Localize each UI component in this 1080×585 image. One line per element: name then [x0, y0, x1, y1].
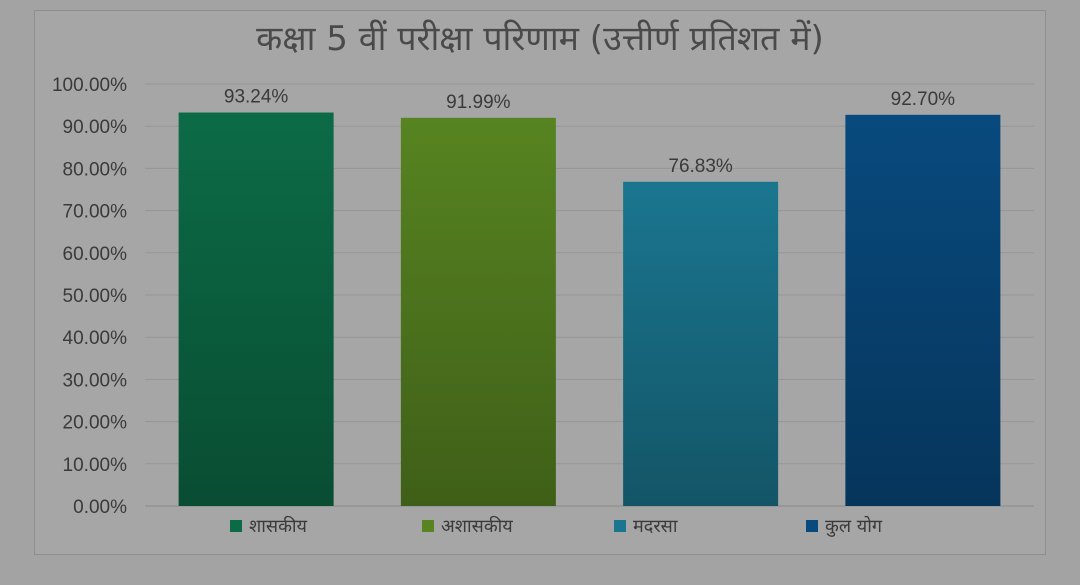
y-tick-label: 60.00%: [63, 244, 128, 265]
y-tick-label: 90.00%: [63, 117, 128, 138]
y-tick-label: 10.00%: [63, 455, 128, 476]
legend-swatch: [230, 520, 242, 532]
y-tick-label: 40.00%: [63, 328, 128, 349]
legend-label: मदरसा: [633, 516, 678, 537]
bar: [178, 112, 334, 507]
bar: [400, 117, 556, 507]
y-tick-label: 30.00%: [63, 370, 128, 391]
legend-swatch: [614, 520, 626, 532]
bar: [845, 114, 1001, 506]
y-tick-label: 100.00%: [52, 75, 127, 96]
data-label: 91.99%: [446, 92, 511, 113]
legend-swatch: [806, 520, 818, 532]
legend-label: अशासकीय: [441, 515, 513, 537]
legend-swatch: [422, 520, 434, 532]
legend-label: शासकीय: [249, 515, 308, 537]
y-tick-label: 50.00%: [63, 286, 128, 307]
bar: [623, 181, 779, 506]
y-tick-label: 20.00%: [63, 413, 128, 434]
data-label: 93.24%: [224, 87, 289, 108]
data-label: 76.83%: [668, 156, 733, 177]
data-label: 92.70%: [891, 89, 956, 110]
y-tick-label: 0.00%: [73, 497, 127, 518]
chart-title: कक्षा 5 वीं परीक्षा परिणाम (उत्तीर्ण प्र…: [256, 19, 824, 59]
y-tick-label: 70.00%: [63, 202, 128, 223]
legend-label: कुल योग: [825, 515, 883, 537]
y-tick-label: 80.00%: [63, 159, 128, 180]
